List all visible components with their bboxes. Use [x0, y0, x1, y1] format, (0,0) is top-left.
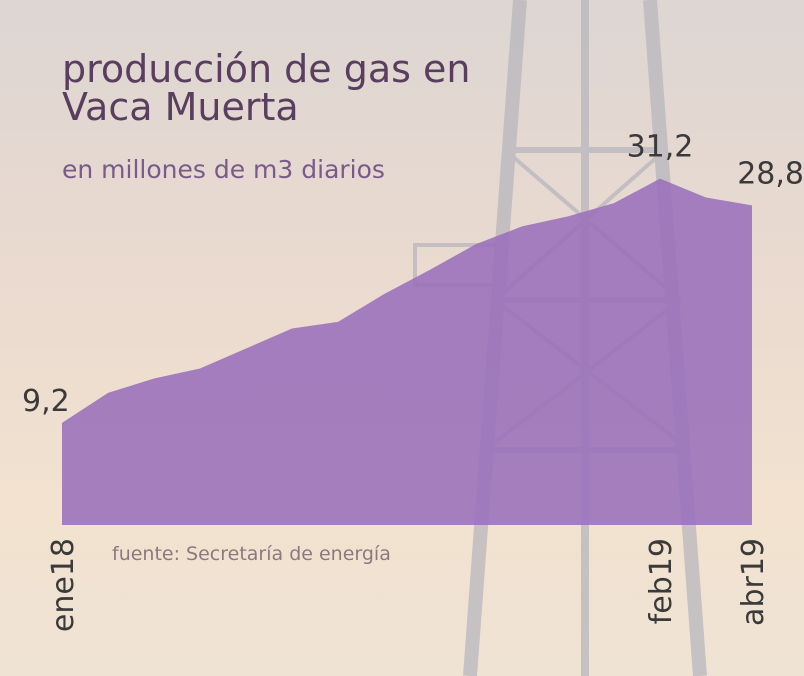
source-note: fuente: Secretaría de energía — [112, 543, 391, 565]
value-label: 28,8 — [737, 156, 804, 191]
x-tick-label: feb19 — [644, 538, 679, 624]
x-tick-label: abr19 — [736, 538, 771, 626]
value-label: 31,2 — [627, 130, 694, 165]
chart-subtitle: en millones de m3 diarios — [62, 155, 385, 184]
chart-title: producción de gas en Vaca Muerta — [62, 47, 471, 129]
area — [62, 178, 752, 525]
x-tick-label: ene18 — [46, 538, 81, 632]
value-label: 9,2 — [22, 384, 70, 419]
